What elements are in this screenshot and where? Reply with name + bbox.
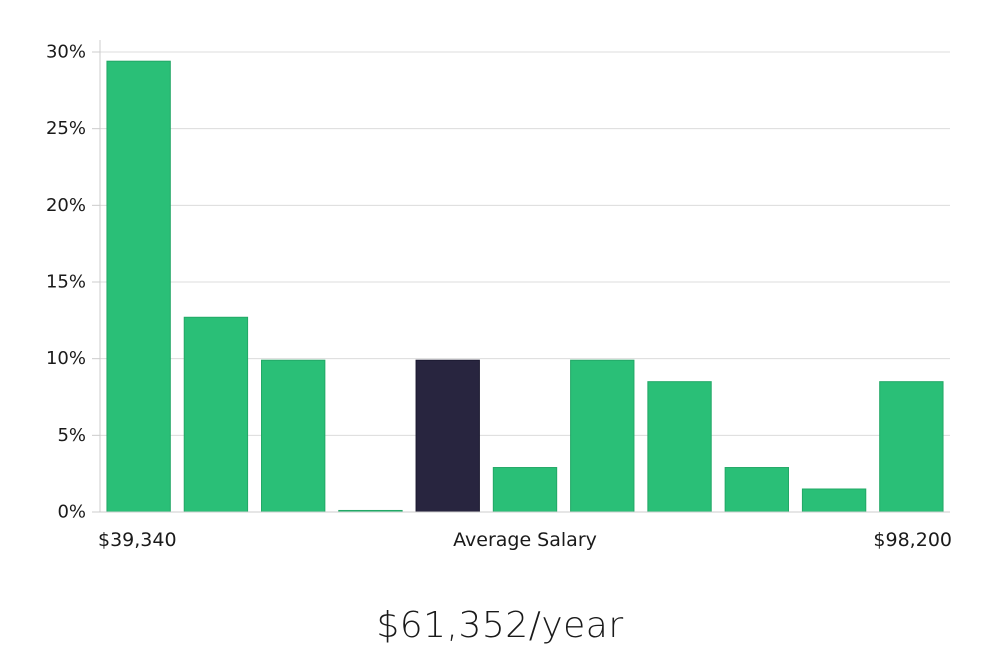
- x-label-max: $98,200: [873, 529, 952, 551]
- bar: [106, 60, 171, 513]
- salary-histogram: 0% 5% 10% 15% 20% 25% 30% $39,340 Average Sala…: [46, 40, 952, 551]
- bar-average-salary: [415, 359, 480, 513]
- x-label-min: $39,340: [98, 529, 177, 551]
- bar: [183, 316, 249, 513]
- y-tick-label: 10%: [46, 348, 86, 369]
- bar: [261, 359, 326, 513]
- bar: [724, 467, 790, 513]
- bar: [492, 467, 558, 513]
- y-tick-label: 30%: [46, 42, 86, 63]
- x-label-average: Average Salary: [453, 529, 597, 551]
- bar: [570, 359, 635, 513]
- bar: [879, 381, 944, 513]
- y-axis-ticks: 0% 5% 10% 15% 20% 25% 30%: [46, 42, 100, 523]
- bars: [106, 60, 944, 513]
- bar: [801, 488, 867, 513]
- y-tick-label: 25%: [46, 118, 86, 139]
- y-tick-label: 15%: [46, 272, 86, 293]
- average-salary-value: $61,352/year: [376, 605, 624, 646]
- y-tick-label: 20%: [46, 195, 86, 216]
- y-tick-label: 0%: [57, 502, 86, 523]
- bar: [647, 381, 712, 513]
- y-tick-label: 5%: [57, 425, 86, 446]
